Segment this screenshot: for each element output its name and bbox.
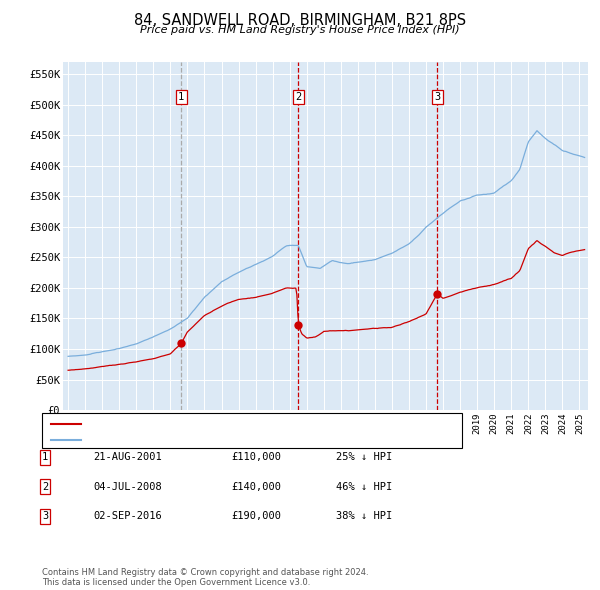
Text: 3: 3 (42, 512, 48, 521)
Text: 1: 1 (178, 92, 184, 101)
Text: 84, SANDWELL ROAD, BIRMINGHAM, B21 8PS (detached house): 84, SANDWELL ROAD, BIRMINGHAM, B21 8PS (… (87, 419, 410, 428)
Text: Contains HM Land Registry data © Crown copyright and database right 2024.
This d: Contains HM Land Registry data © Crown c… (42, 568, 368, 587)
Text: 25% ↓ HPI: 25% ↓ HPI (336, 453, 392, 462)
Text: 2: 2 (295, 92, 302, 101)
Text: 21-AUG-2001: 21-AUG-2001 (93, 453, 162, 462)
Text: 2: 2 (42, 482, 48, 491)
Text: £190,000: £190,000 (231, 512, 281, 521)
Text: HPI: Average price, detached house, Birmingham: HPI: Average price, detached house, Birm… (87, 435, 357, 444)
Text: 1: 1 (42, 453, 48, 462)
Text: 38% ↓ HPI: 38% ↓ HPI (336, 512, 392, 521)
Text: 02-SEP-2016: 02-SEP-2016 (93, 512, 162, 521)
Text: £110,000: £110,000 (231, 453, 281, 462)
Text: £140,000: £140,000 (231, 482, 281, 491)
Text: 04-JUL-2008: 04-JUL-2008 (93, 482, 162, 491)
Text: 46% ↓ HPI: 46% ↓ HPI (336, 482, 392, 491)
Text: 3: 3 (434, 92, 440, 101)
Text: 84, SANDWELL ROAD, BIRMINGHAM, B21 8PS: 84, SANDWELL ROAD, BIRMINGHAM, B21 8PS (134, 13, 466, 28)
Text: Price paid vs. HM Land Registry's House Price Index (HPI): Price paid vs. HM Land Registry's House … (140, 25, 460, 35)
